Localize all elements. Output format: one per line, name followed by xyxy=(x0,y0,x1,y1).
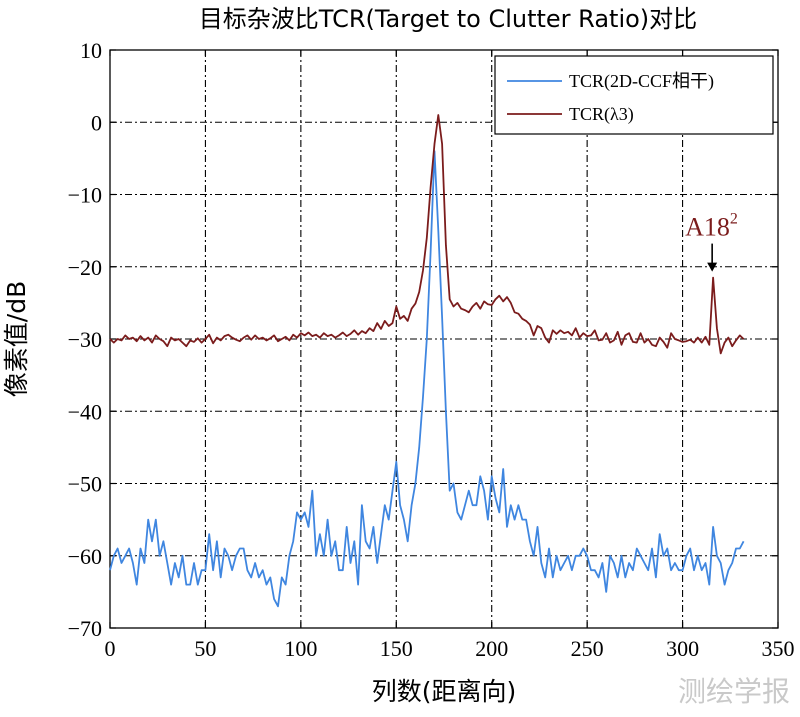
x-tick-label: 300 xyxy=(666,636,699,661)
legend-box xyxy=(494,55,774,135)
legend: TCR(2D-CCF相干) TCR(λ3) xyxy=(494,55,774,135)
y-tick-label: −30 xyxy=(68,327,102,352)
x-tick-label: 350 xyxy=(762,636,795,661)
y-tick-label: −40 xyxy=(68,399,102,424)
annotations: A182 xyxy=(685,211,738,272)
series-line-1 xyxy=(109,150,745,608)
y-tick-label: −70 xyxy=(68,616,102,641)
legend-label-series-2: TCR(λ3) xyxy=(569,104,634,125)
y-tick-label: −50 xyxy=(68,472,102,497)
watermark: 测绘学报 xyxy=(678,675,790,708)
legend-label-series-1: TCR(2D-CCF相干) xyxy=(569,71,714,92)
ticks: 0 50 100 150 200 250 300 350100−10−20−30−40−50−… xyxy=(68,38,795,661)
annotation-superscript: 2 xyxy=(730,211,738,228)
annotation-arrow-head xyxy=(707,262,718,272)
y-tick-label: −60 xyxy=(68,544,102,569)
series-line-2 xyxy=(109,114,745,355)
x-axis-label: 列数(距离向) xyxy=(372,677,517,706)
x-tick-label: 250 xyxy=(571,636,604,661)
y-tick-label: 10 xyxy=(80,38,102,63)
y-axis-label: 像素值/dB xyxy=(2,281,31,397)
y-tick-label: −10 xyxy=(68,183,102,208)
x-tick-label: 50 xyxy=(194,636,216,661)
annotation-label: A182 xyxy=(685,211,738,242)
x-tick-label: 0 xyxy=(105,636,116,661)
grid xyxy=(110,50,778,628)
chart-title: 目标杂波比TCR(Target to Clutter Ratio)对比 xyxy=(199,5,697,33)
x-tick-label: 150 xyxy=(380,636,413,661)
x-tick-label: 200 xyxy=(475,636,508,661)
x-tick-label: 100 xyxy=(284,636,317,661)
series-lines xyxy=(109,114,745,608)
y-tick-label: −20 xyxy=(68,255,102,280)
y-tick-label: 0 xyxy=(91,110,102,135)
